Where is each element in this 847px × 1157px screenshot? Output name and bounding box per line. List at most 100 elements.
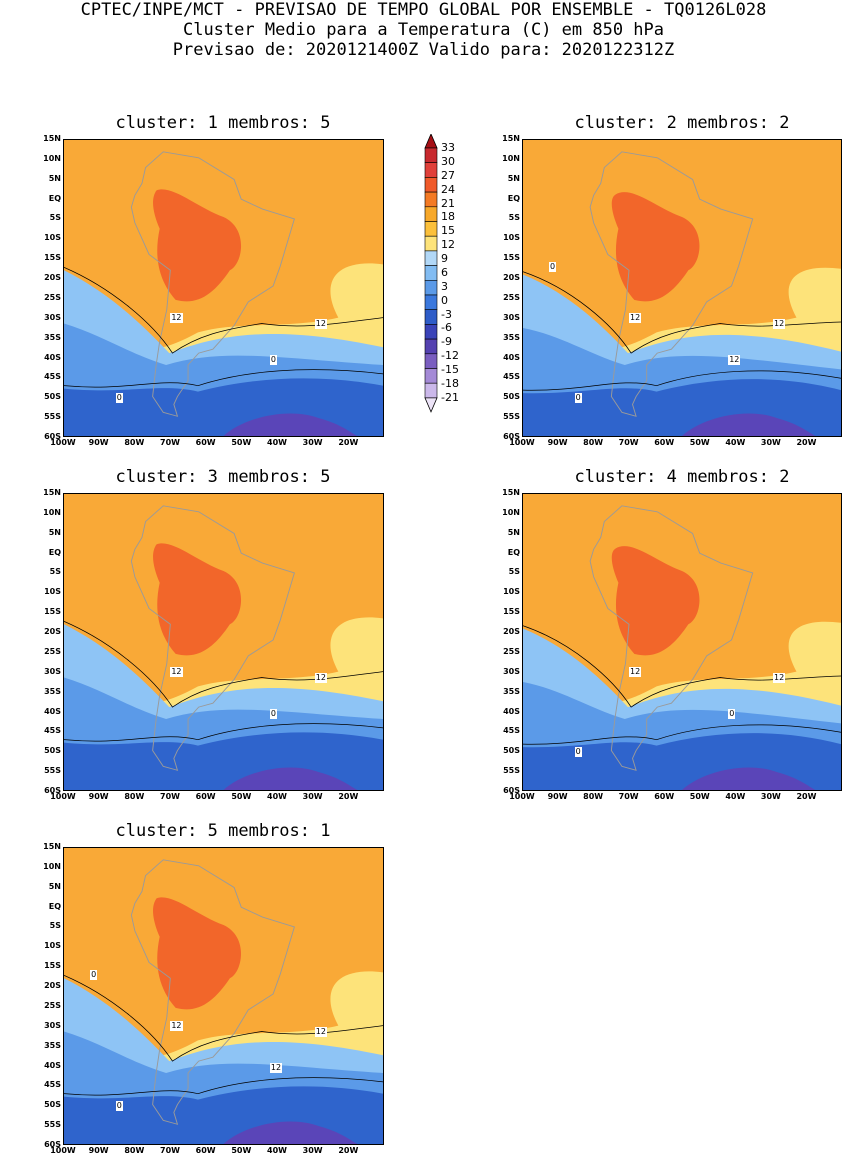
lat-tick-label: 5S [508, 567, 520, 577]
lat-tick-label: 55S [503, 766, 520, 776]
colorbar-bottom-arrow [424, 397, 438, 413]
lon-tick-label: 100W [50, 792, 76, 801]
colorbar-label: -12 [441, 349, 459, 363]
coastline [130, 859, 295, 1125]
lon-tick-label: 100W [509, 792, 535, 801]
lon-tick-label: 90W [88, 792, 109, 801]
lat-tick-label: 25S [503, 292, 520, 302]
colorbar-swatch [424, 353, 438, 369]
lat-tick-label: 20S [44, 273, 61, 283]
colorbar-label: 30 [441, 154, 455, 168]
colorbar-swatch [424, 382, 438, 399]
lon-tick-label: 20W [338, 438, 359, 447]
lat-tick-label: 20S [44, 627, 61, 637]
contour-label: 0 [549, 262, 557, 273]
temperature-band [153, 189, 242, 302]
contour-0 [64, 369, 383, 388]
lon-tick-label: 20W [338, 792, 359, 801]
lat-tick-label: 40S [44, 352, 61, 362]
lat-tick-label: 55S [44, 766, 61, 776]
temperature-map [63, 139, 384, 437]
lat-tick-label: EQ [48, 901, 61, 911]
lon-tick-label: 30W [302, 438, 323, 447]
contour-label: 0 [269, 354, 277, 365]
lat-tick-label: 50S [503, 392, 520, 402]
colorbar-swatch [424, 221, 438, 237]
lat-tick-label: 30S [503, 666, 520, 676]
contour-label: 0 [90, 970, 98, 981]
lat-tick-label: 20S [44, 981, 61, 991]
colorbar-swatch [424, 250, 438, 266]
lat-tick-label: 10N [502, 153, 520, 163]
contour-0 [64, 1077, 383, 1096]
colorbar-label: -15 [441, 363, 459, 377]
lon-tick-label: 40W [267, 438, 287, 447]
lon-tick-label: 50W [689, 792, 710, 801]
contour-label: 12 [269, 1062, 283, 1073]
lon-tick-label: 90W [88, 1146, 109, 1155]
lon-tick-label: 20W [338, 1146, 359, 1155]
lat-tick-label: 5S [508, 213, 520, 223]
lon-tick-label: 70W [160, 438, 180, 447]
lon-tick-label: 50W [689, 438, 710, 447]
lat-tick-label: 10S [503, 233, 520, 243]
temperature-band [153, 897, 242, 1010]
lat-tick-label: 60S [44, 432, 61, 441]
lat-tick-label: 25S [44, 646, 61, 656]
contour-label: 0 [115, 1101, 123, 1112]
lat-tick-label: 30S [503, 312, 520, 322]
contour-label: 12 [170, 1020, 183, 1031]
temperature-band [223, 1121, 358, 1144]
colorbar-swatch [424, 338, 438, 355]
colorbar-label: 21 [441, 196, 455, 210]
lon-tick-label: 90W [547, 792, 568, 801]
lon-tick-label: 20W [796, 438, 817, 447]
lat-tick-label: 40S [503, 352, 520, 362]
contour-0 [523, 370, 841, 391]
lat-tick-label: 5N [48, 881, 61, 891]
lon-tick-label: 80W [124, 438, 145, 447]
lat-tick-label: 45S [44, 1080, 61, 1090]
lat-tick-label: 30S [44, 312, 61, 322]
lon-tick-label: 100W [50, 1146, 76, 1155]
lat-tick-label: 40S [44, 1060, 61, 1070]
lat-tick-label: 15N [502, 134, 520, 143]
lon-tick-label: 70W [618, 792, 639, 801]
lat-tick-label: 10S [44, 233, 61, 243]
colorbar-label: 33 [441, 141, 455, 154]
lon-tick-label: 40W [725, 438, 746, 447]
temperature-map [522, 493, 842, 791]
panel-title: cluster: 5 membros: 1 [115, 821, 331, 841]
lon-tick-label: 70W [160, 792, 180, 801]
lat-tick-label: 15S [44, 961, 61, 971]
lat-tick-label: EQ [507, 547, 520, 557]
lat-tick-label: 60S [503, 432, 520, 441]
colorbar-swatch [424, 177, 438, 193]
lat-tick-label: 10N [43, 153, 61, 163]
lat-tick-label: 10N [502, 507, 520, 517]
temperature-map [63, 847, 384, 1145]
contour-label: 12 [170, 666, 183, 677]
colorbar-swatch [424, 235, 438, 252]
lat-tick-label: EQ [48, 547, 61, 557]
lon-tick-label: 80W [124, 1146, 145, 1155]
contour-label: 12 [773, 672, 786, 683]
lat-tick-label: 60S [44, 1140, 61, 1149]
lon-tick-label: 30W [760, 792, 781, 801]
lat-tick-label: 45S [44, 726, 61, 736]
lat-tick-label: EQ [507, 193, 520, 203]
temperature-band [682, 413, 816, 436]
subtitle: Cluster Medio para a Temperatura (C) em … [182, 20, 665, 40]
coastline [130, 505, 295, 771]
lat-tick-label: 25S [503, 646, 520, 656]
colorbar-swatch [424, 280, 438, 296]
lat-tick-label: 25S [44, 1000, 61, 1010]
panel-title: cluster: 1 membros: 5 [115, 113, 331, 133]
lon-tick-label: 60W [654, 792, 675, 801]
coastline [589, 505, 754, 771]
lat-tick-label: 50S [503, 746, 520, 756]
colorbar-label: -9 [441, 335, 452, 349]
colorbar-label: 3 [441, 279, 448, 293]
lat-tick-label: 15S [503, 607, 520, 617]
colorbar-swatch [424, 147, 438, 163]
